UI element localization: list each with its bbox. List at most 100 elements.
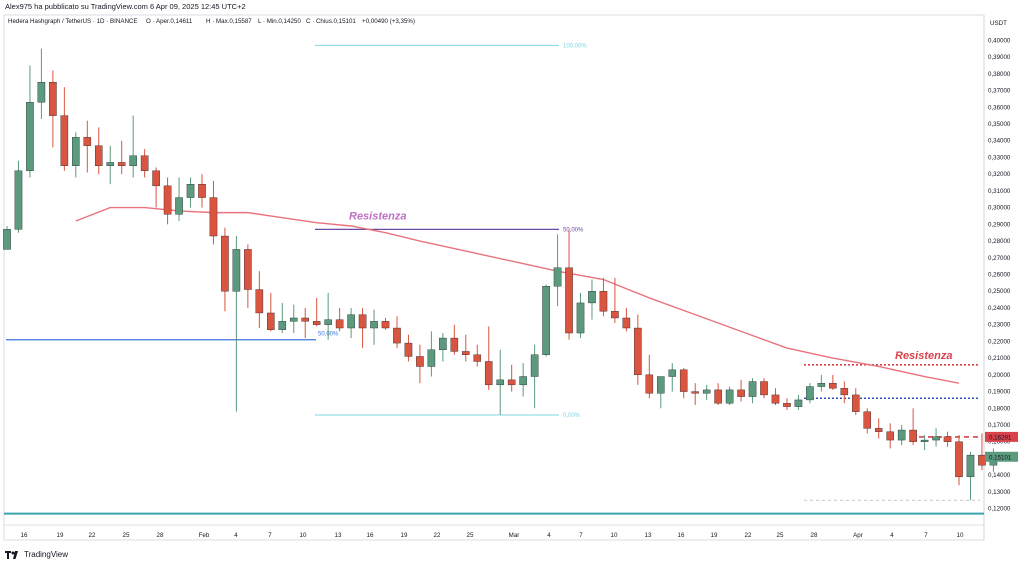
candlestick-chart[interactable]: Hedera Hashgraph / TetherUS · 1D · BINAN…: [0, 0, 1024, 548]
candle-body: [60, 115, 69, 166]
bullish-candle: [817, 374, 826, 392]
time-tick-label: 7: [924, 532, 928, 539]
bullish-candle: [519, 363, 527, 397]
bullish-candle: [3, 226, 11, 250]
price-tick-label: 0,23000: [988, 322, 1011, 329]
price-tick-label: 0,35000: [988, 121, 1011, 128]
bearish-candle: [335, 307, 344, 332]
price-tick-label: 0,12000: [988, 506, 1011, 513]
candle-body: [94, 145, 103, 166]
price-tick-label: 0,20000: [988, 372, 1011, 379]
bullish-candle: [966, 451, 975, 501]
price-tick-label: 0,21000: [988, 355, 1011, 362]
bearish-candle: [312, 297, 321, 327]
candle-body: [301, 317, 309, 322]
bearish-candle: [484, 326, 493, 390]
bearish-candle: [244, 244, 252, 308]
bearish-candle: [943, 431, 952, 447]
candle-body: [381, 321, 390, 329]
candle-body: [588, 291, 596, 304]
candle-body: [714, 389, 722, 404]
tradingview-logo-icon: [5, 551, 18, 559]
price-tag-bg: [985, 431, 1018, 442]
time-tick-label: 7: [268, 532, 272, 539]
candle-body: [817, 383, 826, 387]
time-tick-label: 19: [711, 532, 718, 539]
candle-body: [450, 337, 459, 352]
price-tick-label: 0,14000: [988, 472, 1011, 479]
candle-body: [473, 354, 482, 362]
bullish-candle: [542, 284, 550, 357]
candle-body: [427, 349, 436, 367]
bearish-candle: [840, 381, 849, 404]
bearish-candle: [358, 307, 367, 349]
change-value: +0,00490 (+3,35%): [362, 18, 415, 25]
bearish-candle: [221, 227, 229, 312]
footer: TradingView: [5, 548, 68, 562]
bullish-candle: [37, 48, 46, 119]
bullish-candle: [72, 132, 80, 178]
time-tick-label: 19: [401, 532, 408, 539]
bearish-candle: [760, 378, 768, 399]
price-axis[interactable]: USDT 0,40000 0,39000 0,38000 0,37000 0,36000…: [985, 20, 1018, 513]
candle-body: [783, 403, 791, 407]
bullish-candle: [725, 386, 734, 405]
fib-level-label: 50,00%: [563, 227, 584, 233]
bearish-candle: [140, 149, 149, 178]
candle-body: [806, 386, 814, 401]
symbol-label: Hedera Hashgraph / TetherUS · 1D · BINAN…: [8, 18, 138, 25]
candle-body: [358, 314, 367, 329]
bullish-candle: [657, 376, 665, 409]
price-tag-text: 0,16291: [989, 434, 1012, 441]
candle-body: [725, 389, 734, 404]
candle-body: [244, 249, 252, 290]
bearish-candle: [60, 87, 69, 171]
candle-body: [645, 374, 654, 394]
footer-brand: TradingView: [24, 550, 69, 559]
resistance-annotation: Resistenza: [895, 350, 952, 362]
time-tick-label: 4: [890, 532, 894, 539]
candle-body: [416, 356, 424, 367]
time-tick-label: 16: [678, 532, 685, 539]
candle-body: [140, 155, 149, 171]
bearish-candle: [955, 435, 963, 486]
candle-body: [943, 436, 952, 442]
bearish-candle: [737, 379, 745, 402]
price-tick-label: 0,25000: [988, 288, 1011, 295]
price-tick-label: 0,36000: [988, 104, 1011, 111]
candle-body: [737, 389, 745, 397]
candle-body: [439, 337, 447, 350]
candle-body: [49, 81, 57, 116]
bearish-candle: [209, 180, 218, 245]
candle-body: [840, 388, 849, 396]
bearish-candle: [198, 174, 206, 208]
candle-body: [530, 354, 539, 377]
time-axis[interactable]: 16 19 22 25 28 Feb 4 7 10 13 16 19 22 25 Mar 4 7 10 13 16 19…: [21, 532, 964, 539]
price-axis-currency: USDT: [990, 20, 1007, 27]
candle-body: [760, 381, 768, 396]
bullish-candle: [748, 378, 757, 404]
bearish-candle: [565, 229, 573, 340]
candle-body: [966, 454, 975, 478]
time-tick-label: 25: [123, 532, 130, 539]
price-tick-label: 0,27000: [988, 255, 1011, 262]
bullish-candle: [588, 279, 596, 320]
candle-body: [484, 361, 493, 386]
time-tick-label: 25: [467, 532, 474, 539]
candle-body: [599, 291, 608, 312]
bearish-candle: [909, 408, 917, 446]
bearish-candle: [874, 418, 883, 439]
candle-body: [186, 184, 195, 198]
bearish-candle: [771, 388, 780, 405]
time-tick-label: 22: [745, 532, 752, 539]
time-tick-label: 28: [811, 532, 818, 539]
bearish-candle: [152, 167, 160, 208]
bullish-candle: [668, 363, 677, 392]
time-tick-label: 13: [645, 532, 652, 539]
price-tick-label: 0,26000: [988, 272, 1011, 279]
candle-body: [507, 379, 516, 386]
chart-header: Alex975 ha pubblicato su TradingView.com…: [0, 0, 1024, 14]
bullish-candle: [26, 65, 34, 178]
open-value: O · Aper.0,14611: [146, 18, 193, 25]
bearish-candle: [645, 354, 654, 399]
